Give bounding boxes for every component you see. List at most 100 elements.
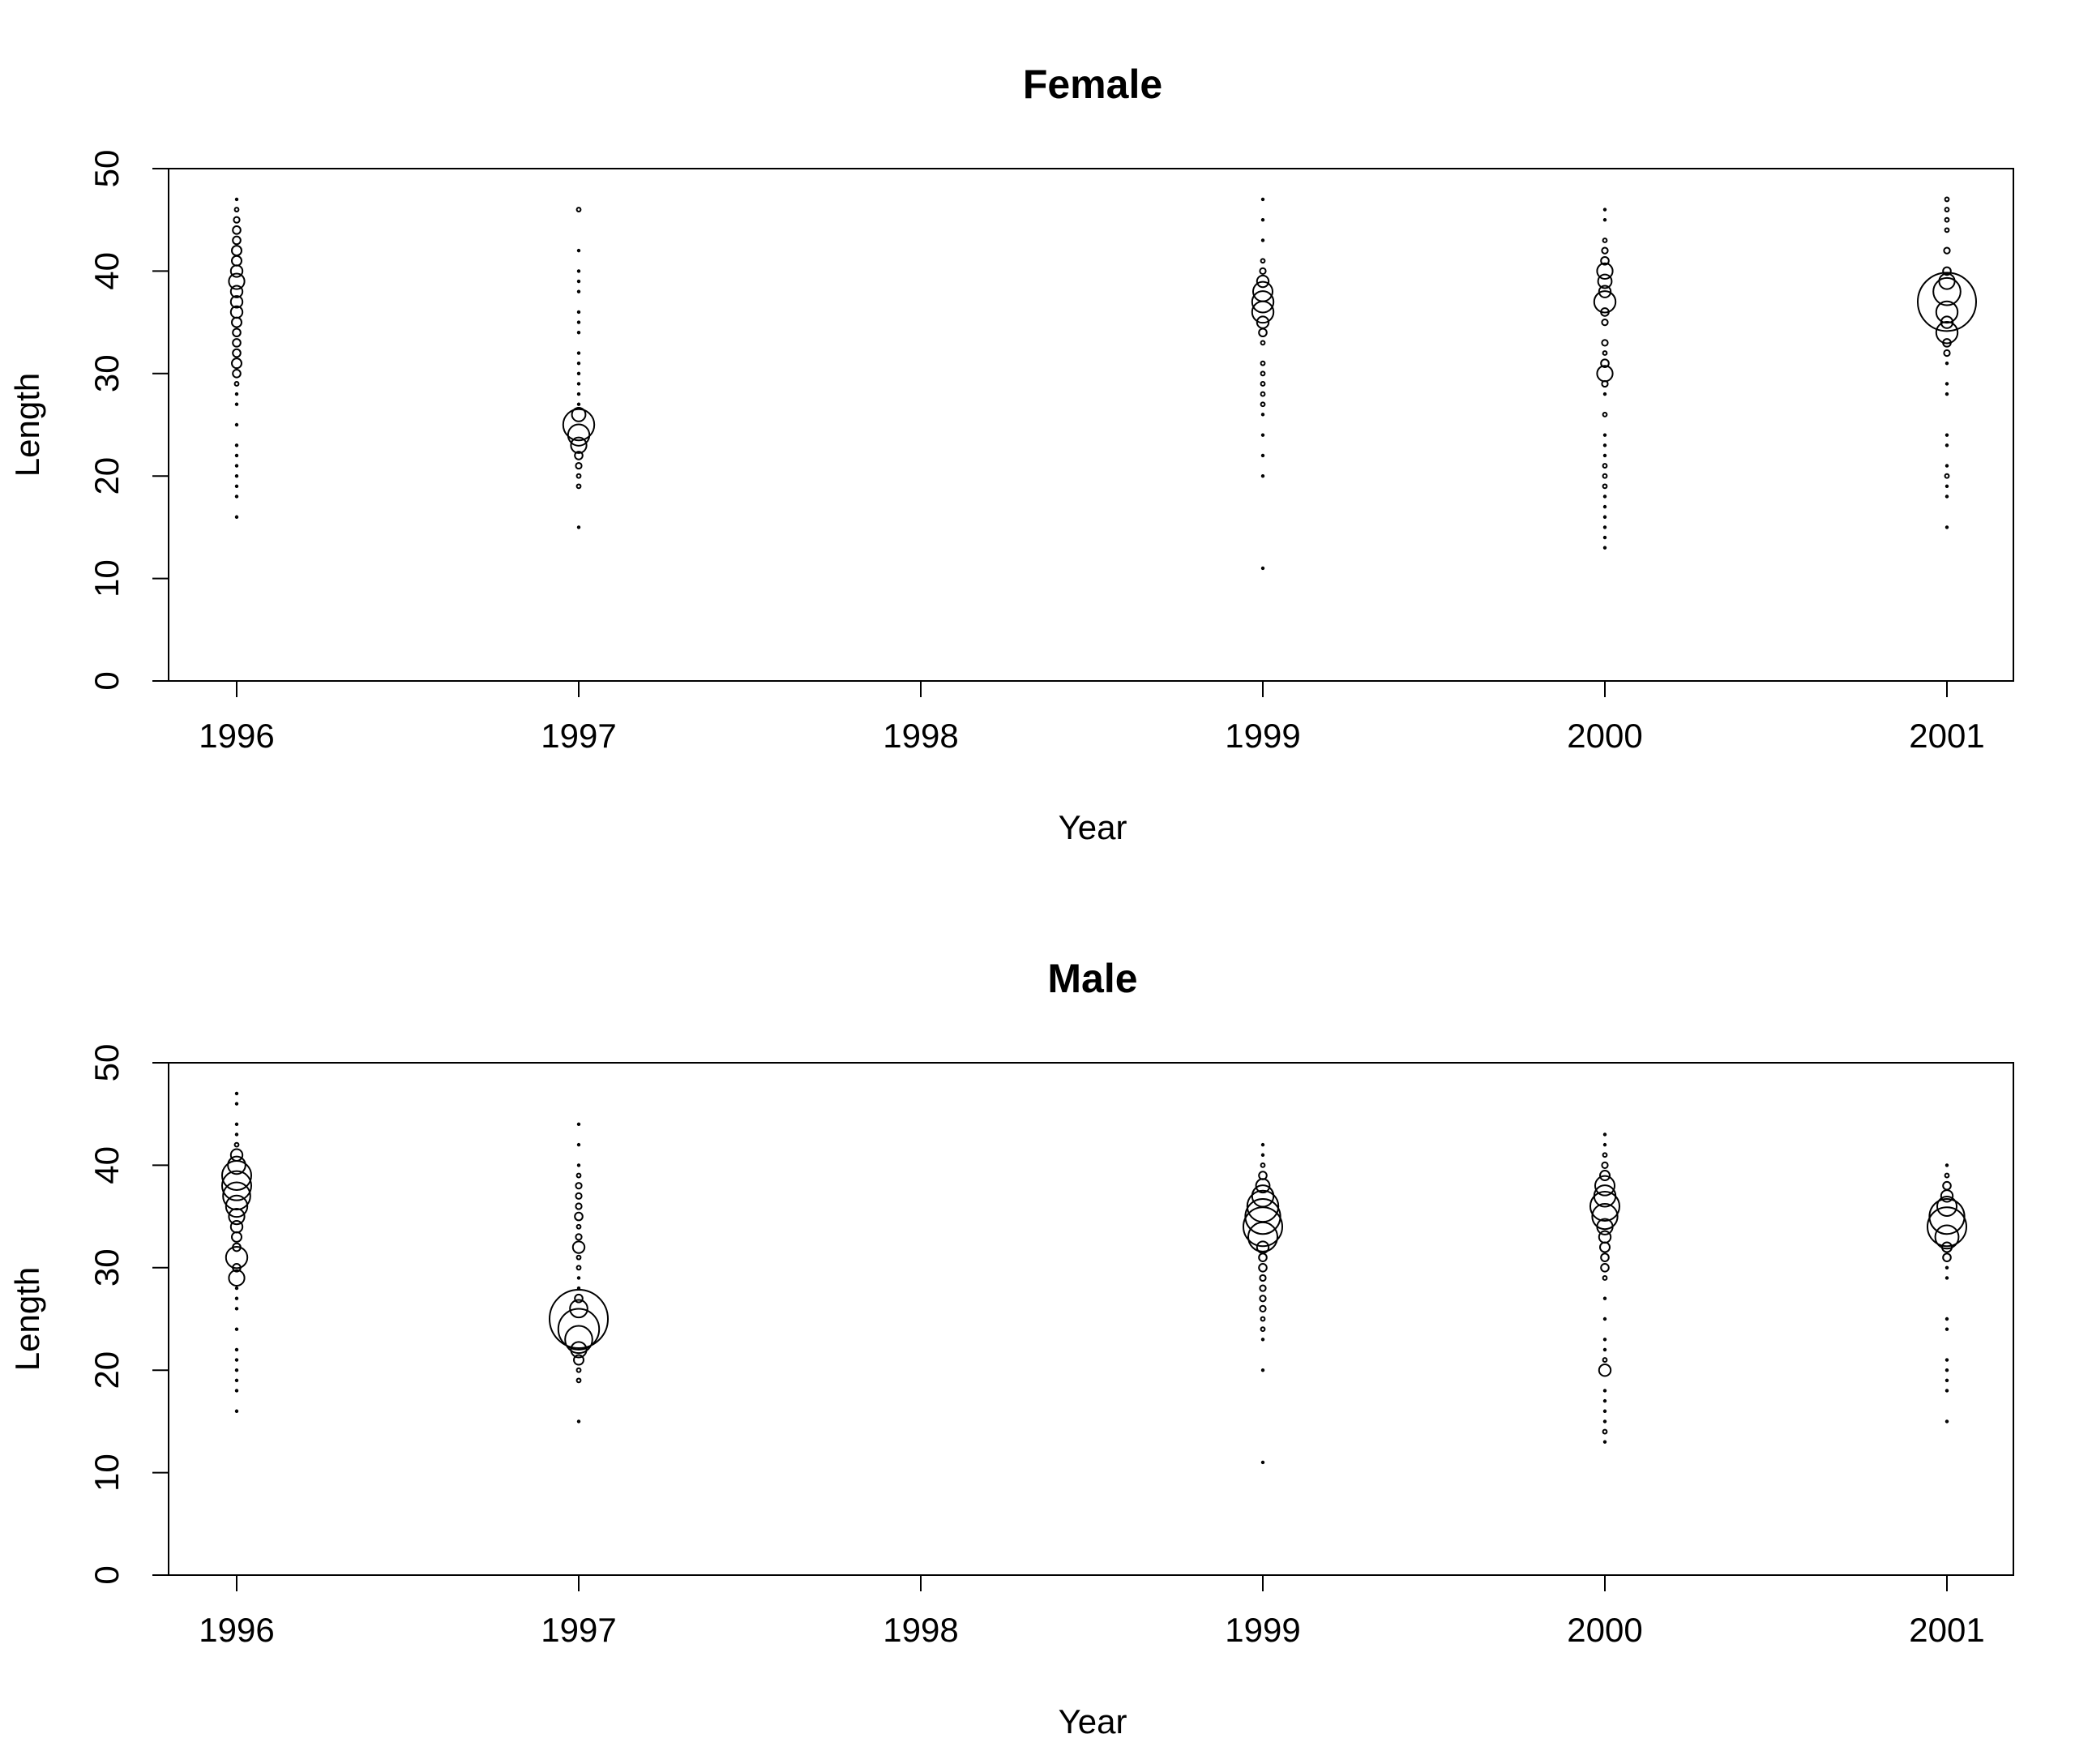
- bubble: [1944, 227, 1950, 233]
- plot-frame-female: [168, 168, 2014, 682]
- bubble: [228, 1208, 246, 1226]
- bubble: [1602, 208, 1607, 212]
- x-axis-label-male: Year: [1059, 1702, 1127, 1740]
- bubble: [575, 207, 582, 212]
- bubble: [1601, 246, 1609, 255]
- bubble: [1260, 391, 1266, 397]
- bubble: [575, 1367, 582, 1373]
- bubble: [234, 392, 239, 396]
- x-tick-label: 1999: [1225, 717, 1300, 755]
- bubble: [576, 279, 581, 284]
- bubble: [1260, 258, 1266, 264]
- bubble: [234, 453, 239, 458]
- bubble: [576, 351, 581, 355]
- y-tick-label: 30: [88, 1248, 126, 1287]
- bubble: [1945, 1276, 1949, 1280]
- bubble: [1260, 474, 1265, 478]
- bubble: [576, 1122, 581, 1127]
- bubble: [1602, 483, 1608, 490]
- bubble: [1259, 267, 1267, 275]
- bubble: [1602, 1398, 1607, 1403]
- bubble: [1260, 1368, 1265, 1372]
- bubble: [1942, 1180, 1952, 1191]
- plot-frame-male: [168, 1062, 2014, 1576]
- x-tick-label: 2001: [1909, 717, 1984, 755]
- bubble: [1602, 1317, 1607, 1321]
- bubble: [1260, 370, 1266, 377]
- bubble: [567, 423, 591, 447]
- bubble: [575, 1192, 583, 1200]
- bubble: [1945, 525, 1949, 529]
- bubble: [576, 289, 581, 293]
- bubble: [576, 392, 581, 396]
- bubble: [1945, 484, 1949, 489]
- bubble: [1945, 382, 1949, 386]
- x-ticks-female: 1996 1997 1998 1999 2000 2001: [199, 680, 1985, 755]
- bubble: [1593, 290, 1617, 314]
- bubble: [1260, 1316, 1266, 1322]
- bubble: [1260, 453, 1265, 458]
- bubble: [231, 358, 242, 370]
- bubble: [1602, 535, 1607, 540]
- bubble: [1602, 1347, 1607, 1352]
- bubble: [549, 1289, 609, 1349]
- bubble: [1260, 433, 1265, 437]
- bubble: [234, 1389, 239, 1393]
- bubble: [573, 1354, 584, 1366]
- bubble: [1602, 463, 1608, 469]
- bubble: [234, 1091, 239, 1096]
- panel-title-male: Male: [1047, 956, 1137, 1001]
- bubble: [1251, 290, 1275, 314]
- bubble: [1260, 1326, 1266, 1333]
- bubble: [1602, 433, 1607, 437]
- y-axis-label-male: Length: [8, 1267, 46, 1371]
- bubble: [1602, 1132, 1607, 1137]
- bubble: [575, 1202, 583, 1210]
- bubble: [1252, 280, 1273, 302]
- bubble: [576, 310, 581, 315]
- bubble: [1258, 1263, 1268, 1273]
- bubble: [1596, 262, 1614, 280]
- bubble: [1945, 361, 1949, 366]
- y-tick-label: 50: [88, 1044, 126, 1082]
- bubble: [576, 525, 581, 529]
- bubble: [575, 1265, 582, 1271]
- panel-title-female: Female: [1023, 62, 1162, 107]
- bubble: [1945, 464, 1949, 468]
- bubble: [1602, 392, 1607, 396]
- bubble: [575, 1377, 582, 1384]
- bubble: [1945, 1368, 1949, 1372]
- y-tick-label: 40: [88, 252, 126, 290]
- bubble: [576, 402, 581, 406]
- bubble: [1602, 350, 1608, 356]
- bubble: [228, 272, 246, 290]
- bubble: [229, 264, 244, 278]
- bubble: [1599, 1170, 1611, 1182]
- y-ticks-male: 0 10 20 30 40 50: [88, 1044, 169, 1585]
- bubble: [1244, 1198, 1281, 1235]
- bubble: [231, 1231, 242, 1243]
- bubble: [1941, 1241, 1953, 1253]
- bubble: [1247, 1221, 1278, 1252]
- bubble: [1598, 285, 1612, 298]
- bubble: [1602, 1409, 1607, 1413]
- y-tick-label: 50: [88, 150, 126, 188]
- bubble: [1600, 358, 1610, 368]
- bubble: [1260, 1162, 1266, 1168]
- bubble: [571, 1240, 586, 1254]
- bubble: [1945, 1389, 1949, 1393]
- bubble: [1600, 1263, 1610, 1273]
- x-tick-label: 1996: [199, 717, 274, 755]
- bubble: [1260, 1338, 1265, 1342]
- bubble: [576, 371, 581, 375]
- bubble: [564, 1325, 593, 1355]
- bubble: [1935, 321, 1959, 345]
- bubble: [1259, 1304, 1267, 1312]
- bubble: [1944, 1172, 1950, 1179]
- bubble: [1591, 1203, 1619, 1231]
- bubble: [232, 369, 242, 379]
- bubble: [1935, 300, 1959, 324]
- x-tick-label: 1998: [883, 717, 958, 755]
- bubble: [1256, 274, 1270, 289]
